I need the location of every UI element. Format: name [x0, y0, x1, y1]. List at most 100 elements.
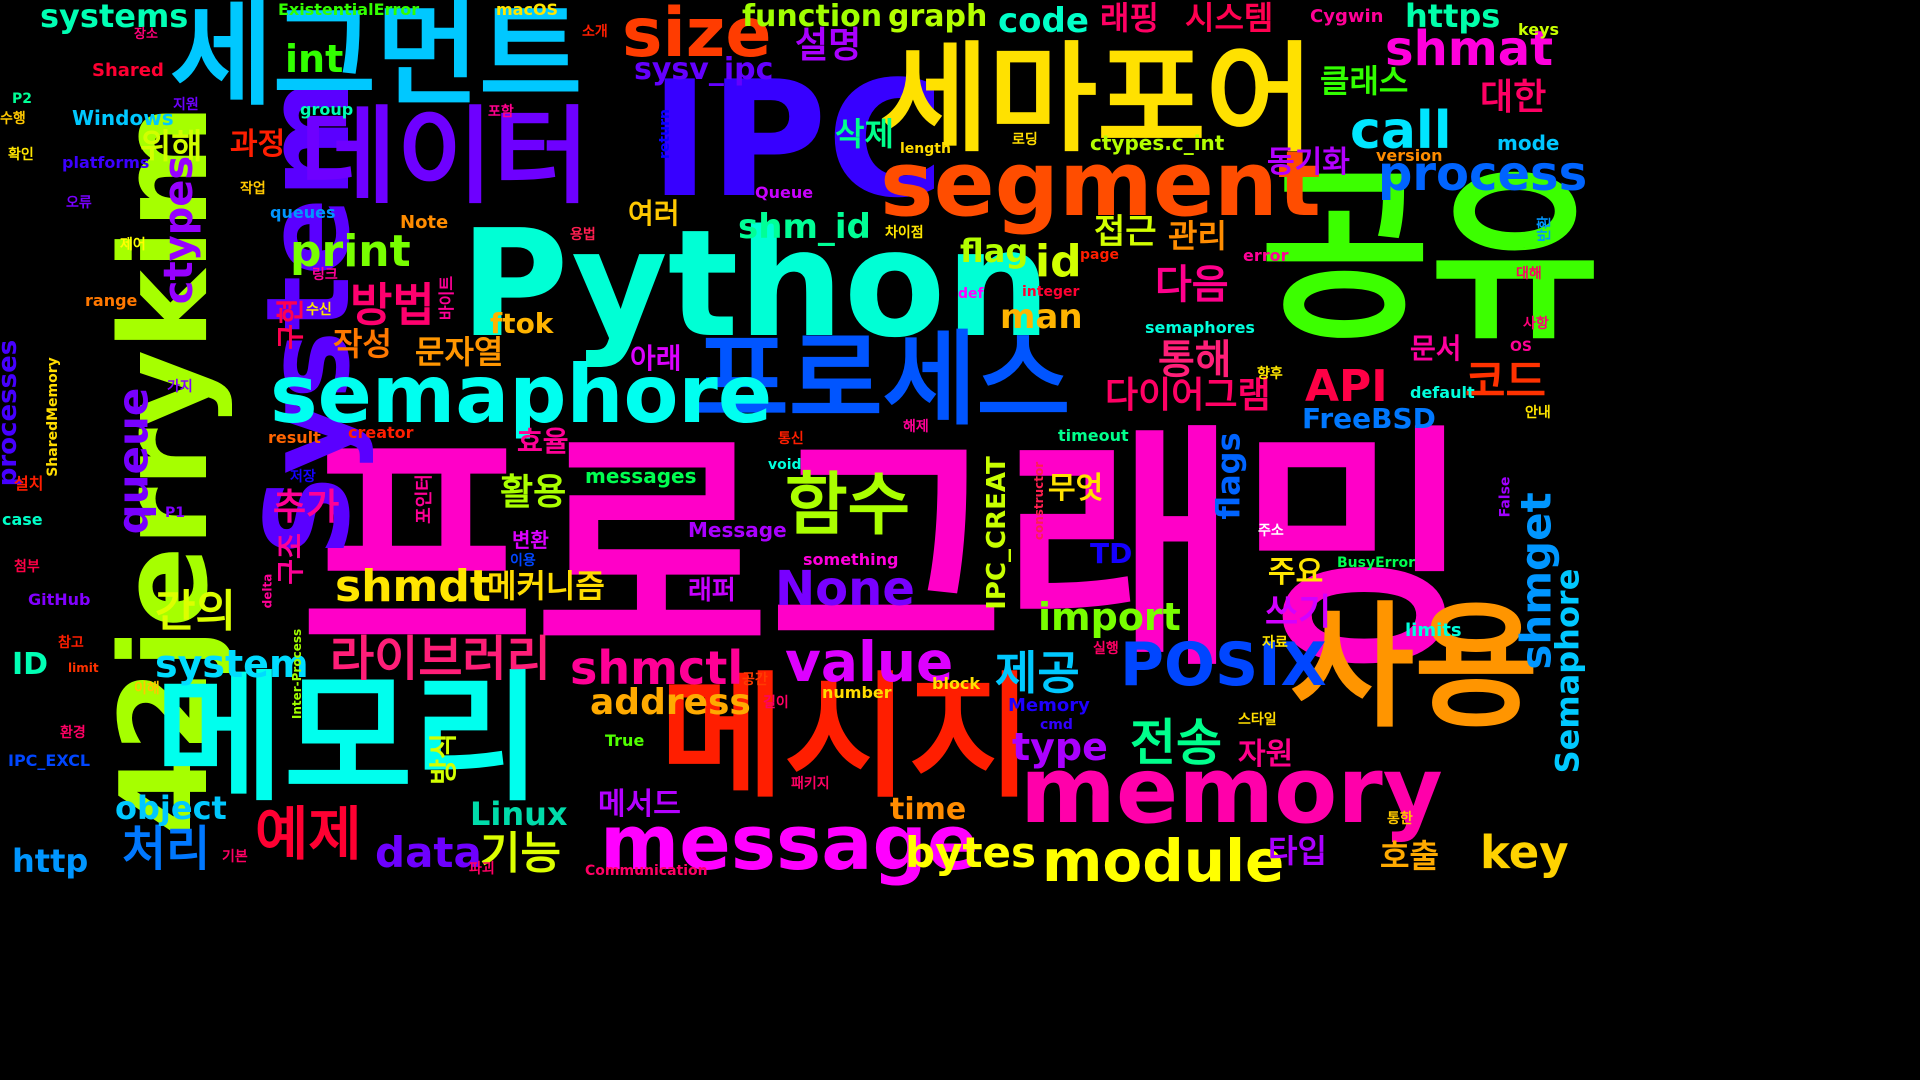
word-194: 대해 — [1516, 266, 1542, 282]
word-29: 예제 — [255, 800, 362, 868]
word-139: limits — [1405, 620, 1462, 641]
word-165: 작업 — [240, 181, 266, 197]
word-61: flag — [960, 232, 1029, 270]
word-100: 아래 — [630, 342, 682, 375]
word-150: Communication — [585, 863, 708, 879]
word-140: number — [822, 683, 892, 702]
word-37: 방법 — [350, 278, 435, 332]
word-148: P1 — [165, 505, 186, 521]
word-129: semaphores — [1145, 318, 1255, 337]
word-48: import — [1038, 595, 1181, 639]
word-12: segment — [880, 132, 1321, 237]
word-193: 안내 — [1525, 405, 1551, 421]
word-155: False — [1497, 476, 1514, 518]
word-156: delta — [260, 573, 275, 609]
word-8: 사용 — [1290, 589, 1539, 746]
word-58: code — [998, 1, 1089, 41]
word-181: 길이 — [763, 695, 789, 711]
word-41: API — [1305, 361, 1388, 412]
word-192: 사항 — [1523, 316, 1549, 332]
word-88: 활용 — [500, 472, 567, 513]
word-77: 삭제 — [835, 115, 894, 153]
word-135: void — [768, 457, 802, 473]
word-54: systems — [40, 0, 189, 35]
word-187: 실행 — [1093, 641, 1119, 657]
word-62: man — [1000, 297, 1083, 337]
word-96: 타입 — [1268, 832, 1327, 870]
word-186: 이용 — [510, 553, 536, 569]
word-68: FreeBSD — [1302, 402, 1436, 435]
word-190: 주소 — [1258, 523, 1284, 539]
word-86: 문자열 — [415, 333, 504, 371]
word-26: shmat — [1385, 21, 1554, 77]
word-75: 대한 — [1480, 77, 1547, 118]
word-106: 변환 — [512, 528, 549, 552]
word-92: 주요 — [1268, 555, 1324, 590]
word-164: 제어 — [120, 237, 146, 253]
word-163: 오류 — [66, 195, 92, 211]
word-34: 기능 — [480, 828, 561, 879]
word-76: 동기화 — [1267, 145, 1350, 180]
word-82: 다음 — [1155, 262, 1229, 308]
word-123: def — [958, 286, 984, 302]
word-180: 파괴 — [469, 861, 495, 877]
word-159: 소개 — [582, 24, 608, 40]
word-79: 과정 — [230, 127, 286, 162]
word-134: messages — [585, 464, 697, 488]
word-45: ctypes — [156, 155, 203, 305]
word-143: cmd — [1040, 717, 1073, 733]
word-21: module — [1042, 827, 1285, 895]
word-20: value — [785, 630, 954, 694]
word-15: semaphore — [270, 348, 773, 441]
word-182: 공간 — [742, 672, 768, 688]
word-146: GitHub — [28, 590, 91, 609]
word-105: 포인터 — [413, 474, 435, 524]
word-10: 세마포어 — [880, 30, 1315, 168]
word-42: 코드 — [1465, 356, 1546, 407]
word-120: page — [1080, 247, 1119, 263]
word-30: bytes — [905, 828, 1037, 877]
word-177: 이해 — [134, 681, 160, 697]
word-133: creator — [348, 423, 414, 442]
word-14: memory — [1020, 737, 1443, 844]
word-25: process — [1378, 146, 1588, 202]
word-55: sysv_ipc — [634, 52, 774, 87]
word-19: POSIX — [1120, 630, 1327, 700]
word-38: print — [290, 226, 411, 277]
word-160: 지원 — [173, 97, 199, 113]
word-138: BusyError — [1337, 555, 1415, 571]
word-108: ID — [12, 647, 49, 682]
word-99: 여러 — [628, 197, 680, 230]
word-115: platforms — [62, 153, 150, 172]
word-102: 구조 — [273, 533, 307, 585]
word-195: 반환 — [1536, 216, 1553, 242]
word-172: 가지 — [167, 379, 193, 395]
word-7: 메시지 — [660, 659, 1033, 816]
word-50: address — [590, 682, 751, 723]
word-197: 통한 — [1387, 811, 1413, 827]
word-178: 환경 — [60, 725, 86, 741]
word-103: 방식 — [426, 733, 460, 785]
word-32: data — [375, 828, 482, 877]
word-191: 향후 — [1257, 366, 1283, 382]
word-81: 관리 — [1168, 217, 1227, 255]
word-53: http — [12, 842, 89, 880]
word-17: size — [622, 0, 772, 73]
word-188: 스타일 — [1238, 712, 1277, 728]
word-113: keys — [1518, 20, 1560, 39]
word-70: processes — [0, 339, 24, 487]
word-23: shmctl — [570, 641, 744, 695]
word-127: mode — [1497, 131, 1560, 155]
word-179: 기본 — [222, 849, 248, 865]
word-118: Queue — [755, 183, 814, 202]
word-101: 구현 — [273, 298, 307, 350]
word-31: key — [1480, 826, 1569, 879]
word-16: message — [600, 798, 979, 887]
word-28: None — [775, 561, 915, 617]
word-64: flags — [1209, 432, 1248, 520]
word-154: constructor — [1032, 461, 1047, 541]
word-95: 자원 — [1238, 737, 1294, 772]
word-6: 메모리 — [155, 658, 542, 821]
word-78: 위해 — [140, 127, 203, 167]
word-132: result — [268, 428, 321, 447]
